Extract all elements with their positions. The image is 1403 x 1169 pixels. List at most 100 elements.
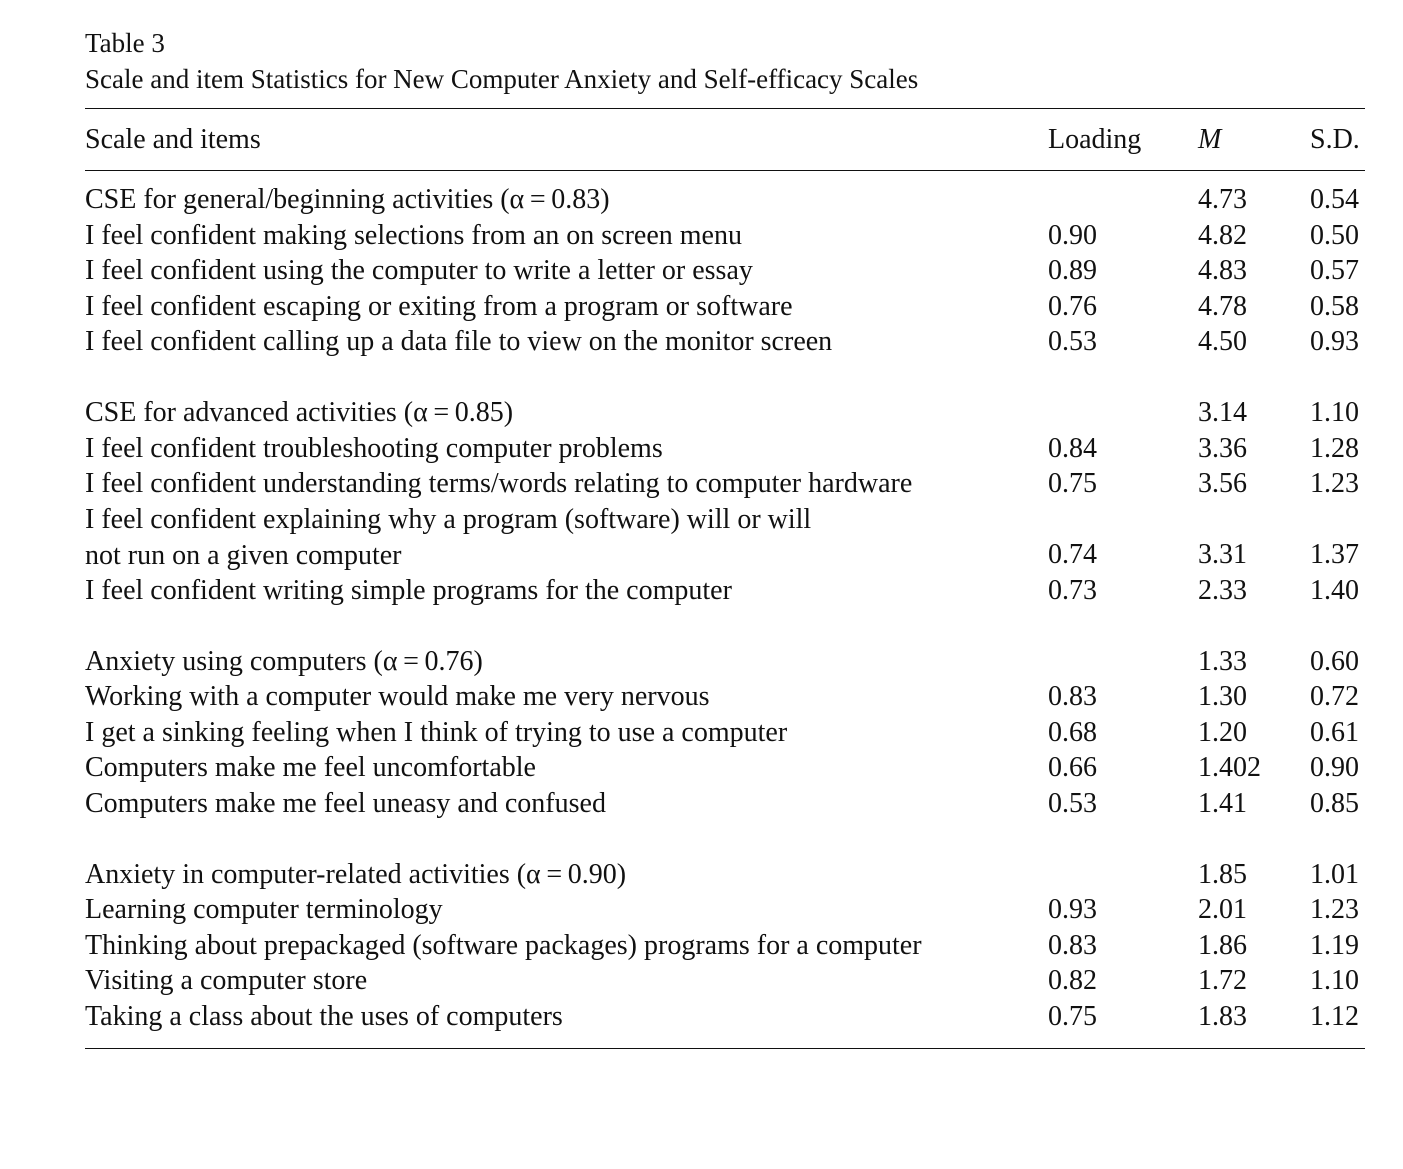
loading-cell: 0.75 <box>1048 1000 1097 1032</box>
sd-cell: 1.12 <box>1310 1000 1359 1032</box>
table-row: Anxiety using computers (α = 0.76) 1.33 … <box>85 644 1365 680</box>
mean-cell: 1.30 <box>1198 681 1247 712</box>
item-text: I feel confident writing simple programs… <box>85 574 732 606</box>
sd-cell: 0.54 <box>1310 184 1359 215</box>
scale-group: Anxiety in computer-related activities (… <box>85 857 1365 1035</box>
sd-cell: 0.90 <box>1310 752 1359 783</box>
mean-cell: 1.41 <box>1198 787 1247 819</box>
table-row: Visiting a computer store 0.82 1.72 1.10 <box>85 963 1365 999</box>
loading-cell: 0.74 <box>1048 539 1097 570</box>
item-text: Computers make me feel uncomfortable <box>85 752 536 783</box>
item-text: I get a sinking feeling when I think of … <box>85 716 788 748</box>
table-container: Table 3 Scale and item Statistics for Ne… <box>85 26 1365 1049</box>
header-sd: S.D. <box>1310 124 1360 155</box>
table-row: I feel confident troubleshooting compute… <box>85 431 1365 467</box>
header-mean: M <box>1198 124 1222 155</box>
top-rule <box>85 108 1365 109</box>
table-row: I feel confident calling up a data file … <box>85 324 1365 360</box>
loading-cell: 0.93 <box>1048 894 1097 925</box>
table-header: Scale and items Loading M S.D. <box>85 122 1365 162</box>
mean-cell: 2.33 <box>1198 574 1247 606</box>
item-text: Taking a class about the uses of compute… <box>85 1000 563 1032</box>
table-caption: Scale and item Statistics for New Comput… <box>85 64 919 94</box>
mean-cell: 2.01 <box>1198 894 1247 925</box>
sd-cell: 0.50 <box>1310 219 1359 251</box>
loading-cell: 0.53 <box>1048 787 1097 819</box>
item-text: Visiting a computer store <box>85 965 368 996</box>
header-loading: Loading <box>1048 124 1142 155</box>
table-row: Learning computer terminology 0.93 2.01 … <box>85 892 1365 928</box>
table-row: CSE for advanced activities (α = 0.85) 3… <box>85 395 1365 431</box>
bottom-rule <box>85 1048 1365 1049</box>
loading-cell: 0.90 <box>1048 219 1097 251</box>
mean-cell: 1.20 <box>1198 716 1247 748</box>
sd-cell: 1.28 <box>1310 432 1359 464</box>
mean-cell: 3.31 <box>1198 539 1247 570</box>
item-text: I feel confident understanding terms/wor… <box>85 468 913 499</box>
item-text: I feel confident calling up a data file … <box>85 326 833 357</box>
sd-cell: 1.10 <box>1310 965 1359 996</box>
item-text: I feel confident escaping or exiting fro… <box>85 290 793 322</box>
sd-cell: 1.23 <box>1310 468 1359 499</box>
sd-cell: 1.19 <box>1310 929 1359 961</box>
sd-cell: 0.85 <box>1310 787 1359 819</box>
table-row: I feel confident explaining why a progra… <box>85 502 1365 573</box>
table-row: Computers make me feel uncomfortable 0.6… <box>85 750 1365 786</box>
sd-cell: 1.10 <box>1310 397 1359 428</box>
item-text: Learning computer terminology <box>85 894 443 925</box>
mean-cell: 1.72 <box>1198 965 1247 996</box>
loading-cell: 0.89 <box>1048 255 1097 286</box>
table-row: Taking a class about the uses of compute… <box>85 999 1365 1035</box>
sd-cell: 1.01 <box>1310 858 1359 890</box>
mean-cell: 1.85 <box>1198 858 1247 890</box>
loading-cell: 0.76 <box>1048 290 1097 322</box>
loading-cell: 0.82 <box>1048 965 1097 996</box>
mean-cell: 3.36 <box>1198 432 1247 464</box>
mean-cell: 4.50 <box>1198 326 1247 357</box>
scale-group: CSE for general/beginning activities (α … <box>85 182 1365 360</box>
table-row: I feel confident escaping or exiting fro… <box>85 289 1365 325</box>
mean-cell: 4.83 <box>1198 255 1247 286</box>
table-label: Table 3 <box>85 28 165 58</box>
table-row: Working with a computer would make me ve… <box>85 679 1365 715</box>
sd-cell: 0.93 <box>1310 326 1359 357</box>
mean-cell: 4.78 <box>1198 290 1247 322</box>
table-row: Thinking about prepackaged (software pac… <box>85 928 1365 964</box>
sd-cell: 0.57 <box>1310 255 1359 286</box>
item-text: I feel confident making selections from … <box>85 219 742 251</box>
sd-cell: 1.40 <box>1310 574 1359 606</box>
item-text: I feel confident explaining why a progra… <box>85 503 812 571</box>
sd-cell: 0.60 <box>1310 645 1359 677</box>
item-text: I feel confident using the computer to w… <box>85 255 753 286</box>
sd-cell: 0.58 <box>1310 290 1359 322</box>
header-rule <box>85 170 1365 171</box>
loading-cell: 0.75 <box>1048 468 1097 499</box>
scale-group: CSE for advanced activities (α = 0.85) 3… <box>85 395 1365 608</box>
item-text: Thinking about prepackaged (software pac… <box>85 929 922 961</box>
table-row: I feel confident understanding terms/wor… <box>85 466 1365 502</box>
loading-cell: 0.66 <box>1048 752 1097 783</box>
table-row: I feel confident making selections from … <box>85 218 1365 254</box>
sd-cell: 1.23 <box>1310 894 1359 925</box>
mean-cell: 4.73 <box>1198 184 1247 215</box>
loading-cell: 0.73 <box>1048 574 1097 606</box>
scale-title: Anxiety in computer-related activities (… <box>85 858 627 890</box>
item-text: Working with a computer would make me ve… <box>85 681 710 712</box>
loading-cell: 0.83 <box>1048 929 1097 961</box>
table-row: CSE for general/beginning activities (α … <box>85 182 1365 218</box>
item-text: I feel confident troubleshooting compute… <box>85 432 663 464</box>
loading-cell: 0.83 <box>1048 681 1097 712</box>
sd-cell: 0.72 <box>1310 681 1359 712</box>
loading-cell: 0.68 <box>1048 716 1097 748</box>
scale-group: Anxiety using computers (α = 0.76) 1.33 … <box>85 644 1365 822</box>
loading-cell: 0.84 <box>1048 432 1097 464</box>
table-row: I feel confident writing simple programs… <box>85 573 1365 609</box>
sd-cell: 0.61 <box>1310 716 1359 748</box>
table-row: I feel confident using the computer to w… <box>85 253 1365 289</box>
scale-title: Anxiety using computers (α = 0.76) <box>85 645 483 677</box>
table-row: Computers make me feel uneasy and confus… <box>85 786 1365 822</box>
mean-cell: 4.82 <box>1198 219 1247 251</box>
mean-cell: 1.83 <box>1198 1000 1247 1032</box>
item-text: Computers make me feel uneasy and confus… <box>85 787 606 819</box>
table-row: Anxiety in computer-related activities (… <box>85 857 1365 893</box>
